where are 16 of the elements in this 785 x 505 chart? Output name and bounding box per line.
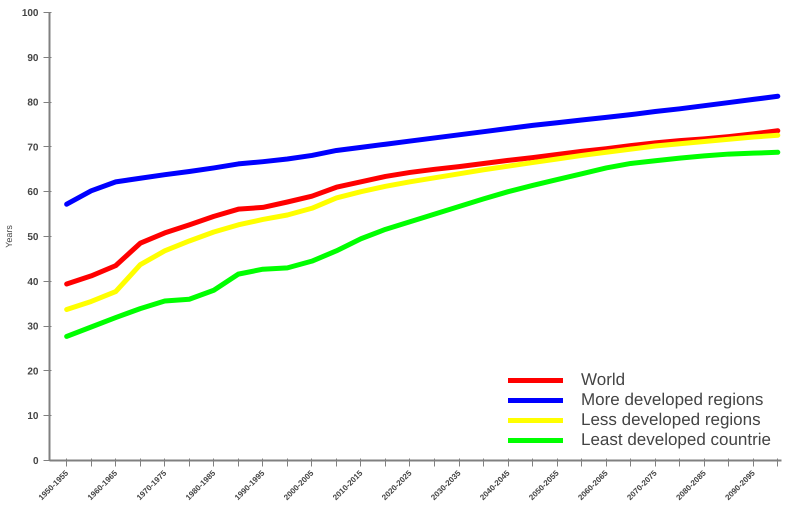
y-tick-label: 100 — [22, 8, 39, 19]
legend-label: Least developed countrie — [581, 430, 771, 450]
y-tick-label: 10 — [27, 411, 39, 422]
y-tick-label: 50 — [27, 232, 39, 243]
legend-label: Less developed regions — [581, 410, 761, 430]
y-axis-title: Years — [4, 224, 14, 248]
y-tick-label: 90 — [27, 52, 39, 64]
y-tick-label: 80 — [27, 98, 39, 109]
legend-label: World — [581, 370, 626, 390]
y-tick-label: 30 — [27, 322, 39, 333]
y-tick-label: 40 — [27, 276, 39, 288]
y-tick-label: 70 — [27, 142, 39, 154]
y-tick-label: 20 — [27, 366, 39, 378]
legend-label: More developed regions — [581, 390, 764, 410]
y-tick-label: 0 — [32, 456, 39, 467]
y-tick-label: 60 — [27, 187, 39, 198]
